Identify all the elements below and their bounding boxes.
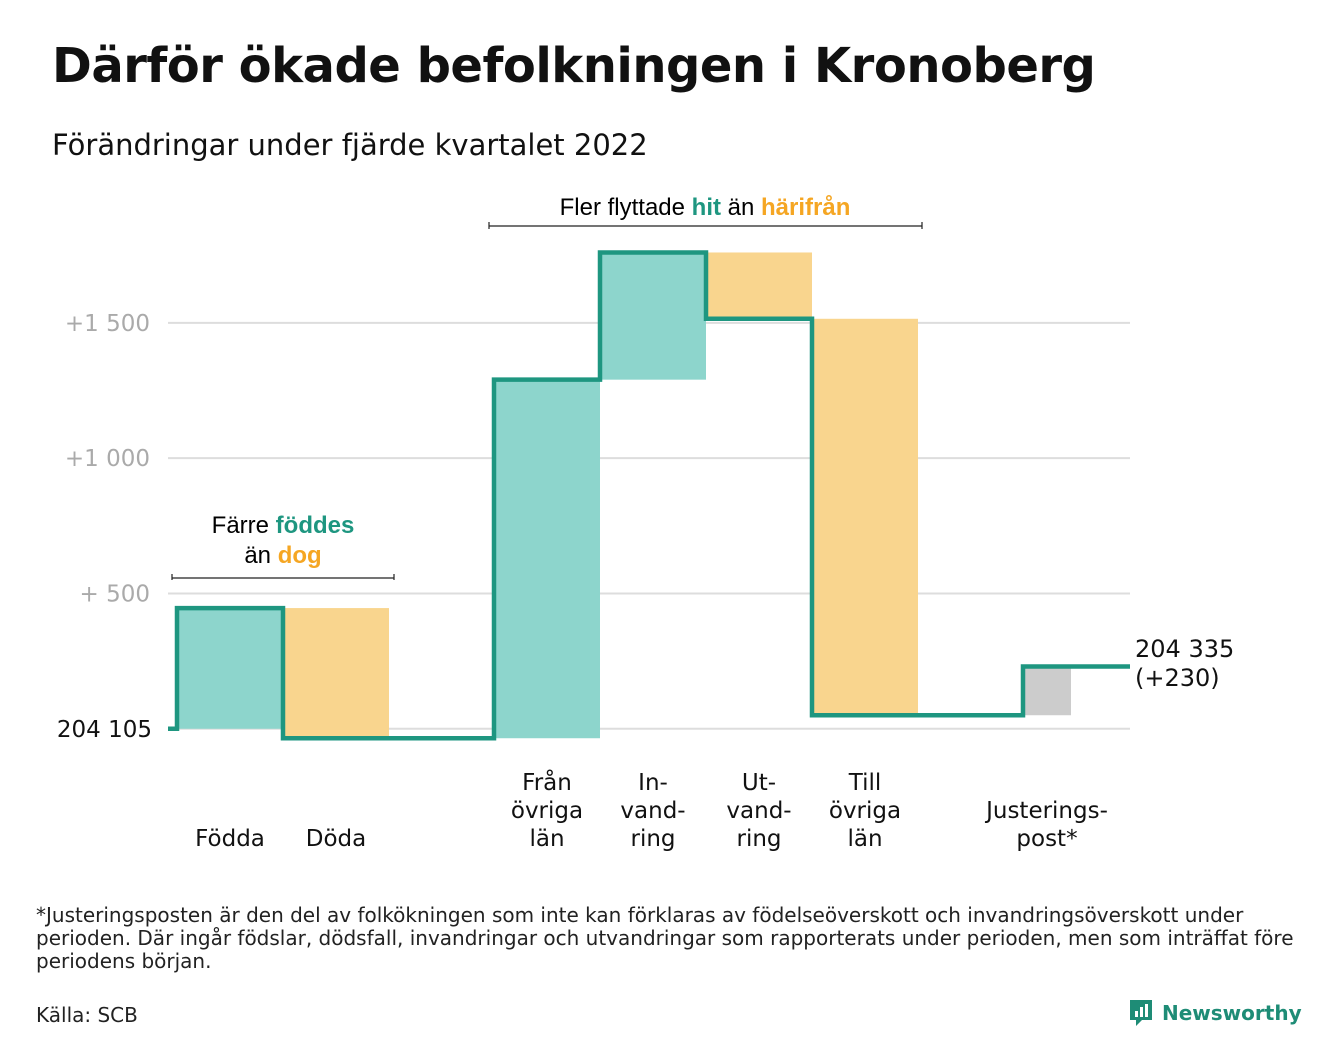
newsworthy-logo-icon: [1130, 1000, 1152, 1026]
category-label: län: [529, 826, 564, 852]
y-tick-label: + 500: [80, 581, 150, 607]
category-label: In-: [638, 770, 668, 796]
category-label: Födda: [195, 826, 265, 852]
line-layer: [168, 250, 1130, 741]
svg-text:än dog: än dog: [244, 542, 321, 569]
births-annotation-highlight-born: föddes: [276, 512, 355, 539]
brand-logo: Newsworthy: [1128, 998, 1302, 1028]
births-annotation-highlight-died: dog: [278, 542, 322, 569]
category-label: övriga: [829, 798, 901, 824]
chart-title: Därför ökade befolkningen i Kronoberg: [52, 38, 1096, 94]
category-label: övriga: [511, 798, 583, 824]
waterfall-chart: + 500+1 000+1 500 Födda DödaFrånövrigalän…: [57, 194, 1234, 852]
bar-layer: [177, 252, 1071, 739]
svg-text:Färre föddes: Färre föddes: [212, 512, 355, 539]
bar-4: [706, 252, 812, 319]
label-layer: Födda DödaFrånövrigalänIn-vand-ringUt-van…: [57, 635, 1234, 852]
category-label: Från: [522, 768, 572, 796]
category-label: Till: [848, 770, 882, 796]
y-tick-label: +1 500: [65, 311, 150, 337]
category-label: Justerings-: [984, 798, 1108, 824]
bar-3: [600, 252, 706, 380]
bar-2: [494, 379, 600, 739]
category-label: post*: [1016, 826, 1077, 852]
bar-6: [1023, 666, 1071, 716]
category-label: vand-: [726, 798, 791, 824]
bar-5: [812, 318, 918, 716]
births-annotation-mid: än: [244, 542, 277, 569]
category-label: ring: [630, 826, 675, 852]
brand-name: Newsworthy: [1162, 1001, 1302, 1025]
migration-annotation-highlight-out: härifrån: [761, 194, 850, 221]
births-annotation-pre: Färre: [212, 512, 276, 539]
migration-annotation-highlight-in: hit: [692, 194, 721, 221]
svg-text:Fler flyttade hit än härifrån: Fler flyttade hit än härifrån: [560, 194, 851, 221]
bar-0: [177, 608, 283, 729]
source-note: Källa: SCB: [36, 1003, 138, 1027]
category-label: vand-: [620, 798, 685, 824]
category-label: ring: [736, 826, 781, 852]
bar-1: [283, 608, 389, 739]
running-total-line: [168, 250, 1130, 741]
y-tick-label: +1 000: [65, 446, 150, 472]
footnote: *Justeringsposten är den del av folkökni…: [36, 903, 1294, 973]
start-value-label: 204 105: [57, 717, 152, 743]
category-label: Ut-: [742, 770, 776, 796]
migration-annotation-mid: än: [721, 194, 761, 221]
chart-subtitle: Förändringar under fjärde kvartalet 2022: [52, 128, 648, 162]
category-label: Döda: [306, 826, 366, 852]
end-value-label: (+230): [1135, 664, 1220, 692]
births-annotation-bracket: [171, 574, 395, 580]
category-label: län: [847, 826, 882, 852]
end-value-label: 204 335: [1135, 635, 1234, 663]
births-annotation: Färre föddes än dog: [171, 512, 395, 580]
migration-annotation-bracket: [488, 222, 923, 229]
migration-annotation-pre: Fler flyttade: [560, 194, 692, 221]
migration-annotation: Fler flyttade hit än härifrån: [488, 194, 923, 229]
